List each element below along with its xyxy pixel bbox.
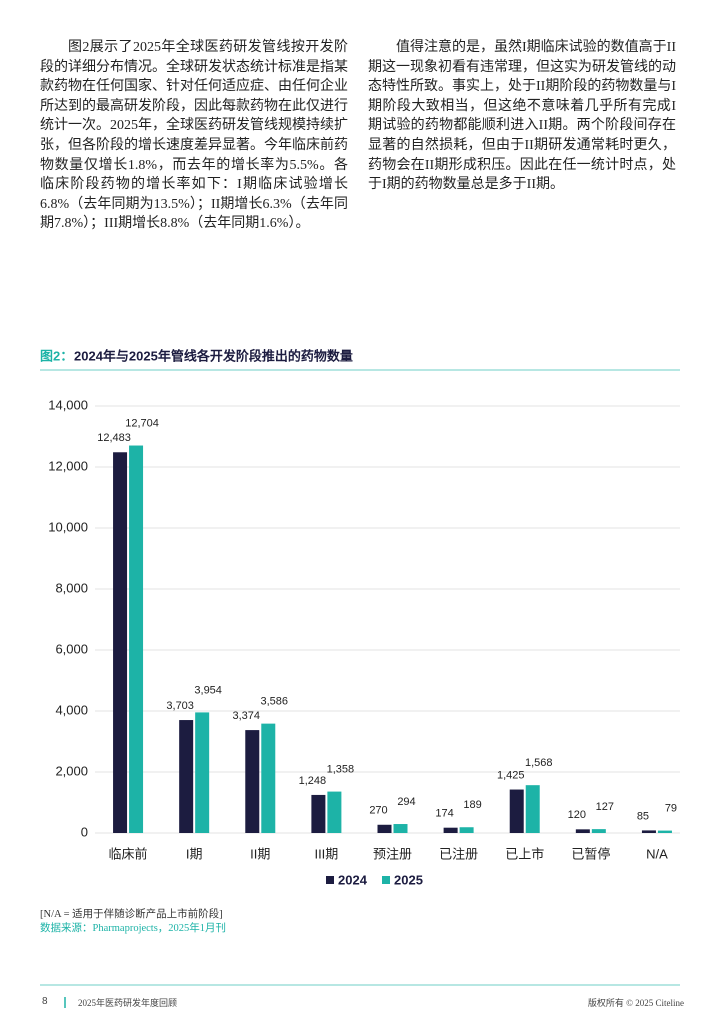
value-label: 294 [397, 796, 415, 808]
y-tick-label: 0 [81, 824, 88, 839]
source-note: 数据来源：Pharmaprojects，2025年1月刊 [40, 923, 227, 934]
figure-label: 图2： [40, 348, 73, 363]
x-tick-label: III期 [314, 846, 338, 861]
y-tick-label: 2,000 [55, 763, 88, 778]
legend-swatch [382, 876, 390, 884]
legend-swatch [326, 876, 334, 884]
bar [129, 445, 144, 833]
bar [261, 723, 276, 833]
value-label: 120 [568, 809, 586, 821]
value-label: 270 [369, 805, 387, 817]
bar [179, 720, 194, 833]
bar [443, 827, 458, 833]
note: [N/A = 适用于伴随诊断产品上市前阶段] [40, 909, 223, 920]
bar [311, 794, 326, 833]
value-label: 79 [665, 802, 677, 814]
bar [195, 712, 210, 833]
bar [377, 824, 392, 833]
x-tick-label: 已暂停 [571, 846, 610, 861]
value-label: 12,483 [97, 432, 131, 444]
y-tick-label: 12,000 [48, 458, 88, 473]
y-tick-label: 8,000 [55, 580, 88, 595]
bar [245, 730, 260, 833]
value-label: 189 [463, 799, 481, 811]
bar [591, 829, 606, 833]
bar [459, 827, 474, 833]
y-tick-label: 6,000 [55, 641, 88, 656]
legend-label: 2025 [394, 872, 423, 887]
bar [657, 830, 672, 833]
footer-title: 2025年医药研发年度回顾 [78, 998, 178, 1008]
value-label: 3,703 [166, 700, 194, 712]
value-label: 174 [435, 808, 453, 820]
left-paragraph: 图2展示了2025年全球医药研发管线按开发阶段的详细分布情况。全球研发状态统计标… [40, 40, 348, 232]
value-label: 3,374 [233, 710, 261, 722]
x-tick-label: 已注册 [439, 846, 478, 861]
x-tick-label: 预注册 [373, 846, 412, 861]
y-tick-label: 4,000 [55, 702, 88, 717]
bar [113, 452, 128, 833]
bar [525, 785, 540, 833]
value-label: 1,425 [497, 769, 525, 781]
y-tick-label: 10,000 [48, 519, 88, 534]
bar [393, 824, 408, 833]
legend-label: 2024 [338, 872, 368, 887]
bar [641, 830, 656, 833]
value-label: 3,586 [261, 696, 289, 708]
bar [509, 789, 524, 833]
value-label: 1,358 [327, 763, 355, 775]
x-tick-label: 临床前 [109, 846, 148, 861]
x-tick-label: N/A [646, 846, 668, 861]
footer-copyright: 版权所有 © 2025 Citeline [587, 998, 684, 1008]
page-number: 8 [42, 996, 48, 1007]
bar [575, 829, 590, 833]
value-label: 127 [596, 801, 614, 813]
x-tick-label: II期 [250, 846, 270, 861]
value-label: 1,568 [525, 757, 553, 769]
chart-title: 2024年与2025年管线各开发阶段推出的药物数量 [74, 348, 353, 363]
right-paragraph: 值得注意的是，虽然I期临床试验的数值高于II期这一现象初看有违常理，但这实为研发… [368, 40, 676, 193]
y-tick-label: 14,000 [48, 397, 88, 412]
value-label: 1,248 [299, 775, 327, 787]
bar [327, 791, 342, 833]
x-tick-label: I期 [186, 846, 203, 861]
value-label: 3,954 [194, 684, 222, 696]
value-label: 12,704 [125, 417, 159, 429]
value-label: 85 [637, 810, 649, 822]
x-tick-label: 已上市 [505, 846, 544, 861]
